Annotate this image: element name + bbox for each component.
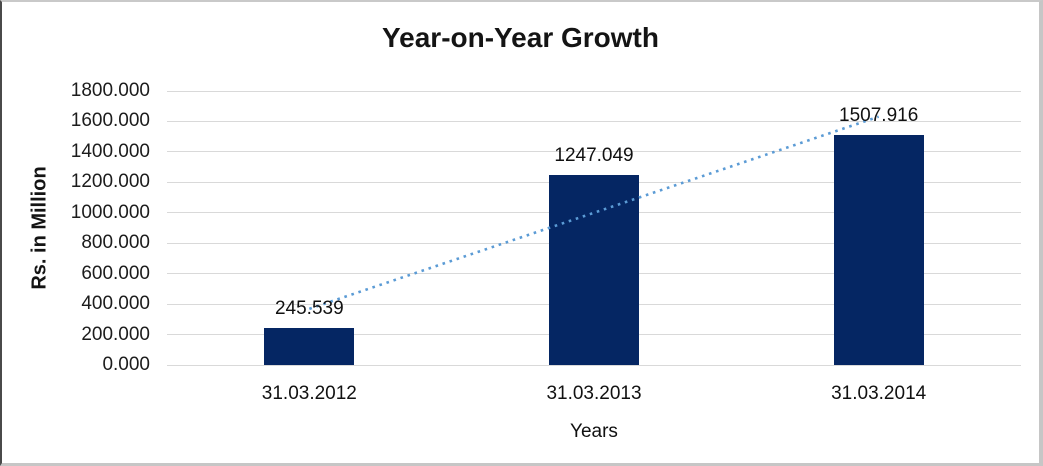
x-tick-label: 31.03.2013 — [546, 383, 642, 404]
y-tick-label: 1200.000 — [70, 171, 150, 193]
gridline — [167, 90, 1021, 92]
bar — [264, 327, 355, 365]
y-tick-label: 400.000 — [81, 293, 150, 315]
y-tick-label: 0.000 — [102, 354, 150, 375]
data-label: 1507.916 — [839, 105, 919, 127]
y-tick-label: 800.000 — [81, 232, 150, 254]
data-label: 245.539 — [274, 297, 344, 319]
x-axis-title: Years — [570, 421, 618, 442]
y-tick-label: 1400.000 — [70, 140, 150, 162]
gridline — [167, 364, 1021, 366]
y-tick-label: 1000.000 — [70, 201, 150, 223]
data-label: 1247.049 — [554, 145, 634, 167]
bar — [833, 135, 924, 365]
y-tick-label: 200.000 — [81, 323, 150, 345]
chart-title: Year-on-Year Growth — [382, 22, 659, 53]
x-tick-label: 31.03.2014 — [831, 383, 927, 404]
y-tick-label: 1800.000 — [70, 80, 150, 101]
y-tick-label: 1600.000 — [70, 110, 150, 132]
x-tick-label: 31.03.2012 — [261, 383, 357, 404]
y-tick-label: 600.000 — [81, 262, 150, 284]
bar — [549, 175, 639, 365]
